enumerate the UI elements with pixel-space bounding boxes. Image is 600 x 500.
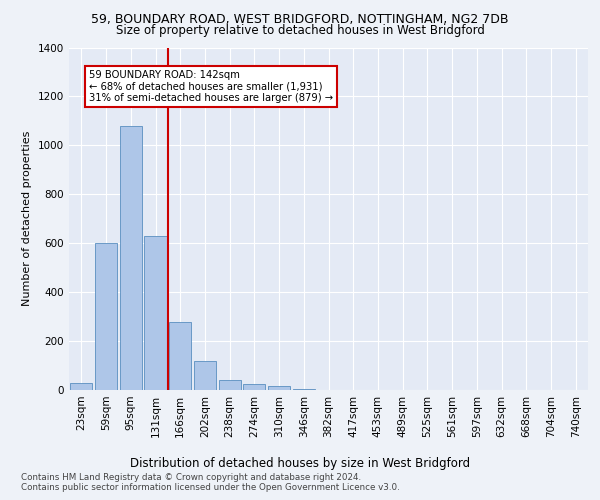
Bar [218, 380, 241, 390]
Bar [145, 236, 167, 390]
Text: Distribution of detached houses by size in West Bridgford: Distribution of detached houses by size … [130, 458, 470, 470]
Text: 59, BOUNDARY ROAD, WEST BRIDGFORD, NOTTINGHAM, NG2 7DB: 59, BOUNDARY ROAD, WEST BRIDGFORD, NOTTI… [91, 12, 509, 26]
Text: Contains public sector information licensed under the Open Government Licence v3: Contains public sector information licen… [21, 484, 400, 492]
Text: Size of property relative to detached houses in West Bridgford: Size of property relative to detached ho… [116, 24, 484, 37]
Bar [70, 382, 92, 390]
Bar [169, 322, 191, 390]
Text: 59 BOUNDARY ROAD: 142sqm
← 68% of detached houses are smaller (1,931)
31% of sem: 59 BOUNDARY ROAD: 142sqm ← 68% of detach… [89, 70, 333, 102]
Bar [194, 360, 216, 390]
Bar [268, 386, 290, 390]
Y-axis label: Number of detached properties: Number of detached properties [22, 131, 32, 306]
Text: Contains HM Land Registry data © Crown copyright and database right 2024.: Contains HM Land Registry data © Crown c… [21, 472, 361, 482]
Bar [243, 384, 265, 390]
Bar [293, 389, 315, 390]
Bar [119, 126, 142, 390]
Bar [95, 243, 117, 390]
